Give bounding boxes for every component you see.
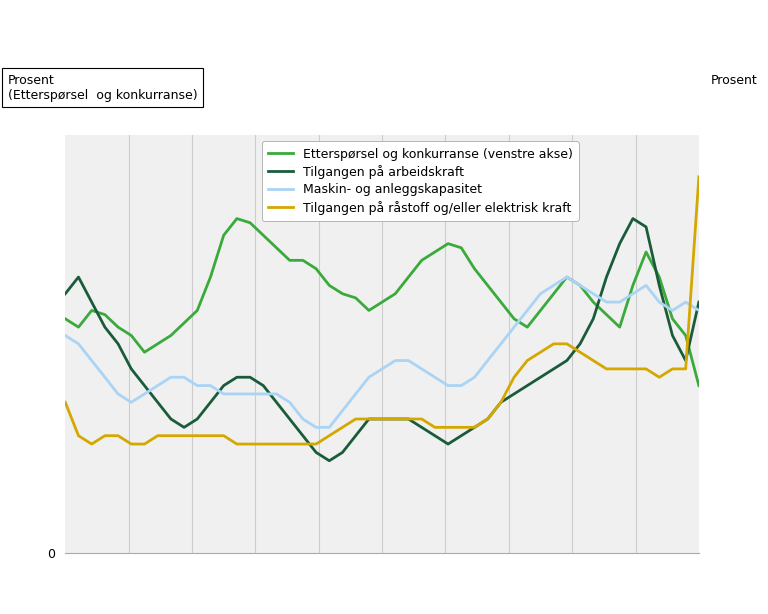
Text: Prosent
(Etterspørsel  og konkurranse): Prosent (Etterspørsel og konkurranse) [8, 74, 197, 102]
Text: Prosent: Prosent [710, 74, 757, 87]
Legend: Etterspørsel og konkurranse (venstre akse), Tilgangen på arbeidskraft, Maskin- o: Etterspørsel og konkurranse (venstre aks… [262, 141, 579, 221]
